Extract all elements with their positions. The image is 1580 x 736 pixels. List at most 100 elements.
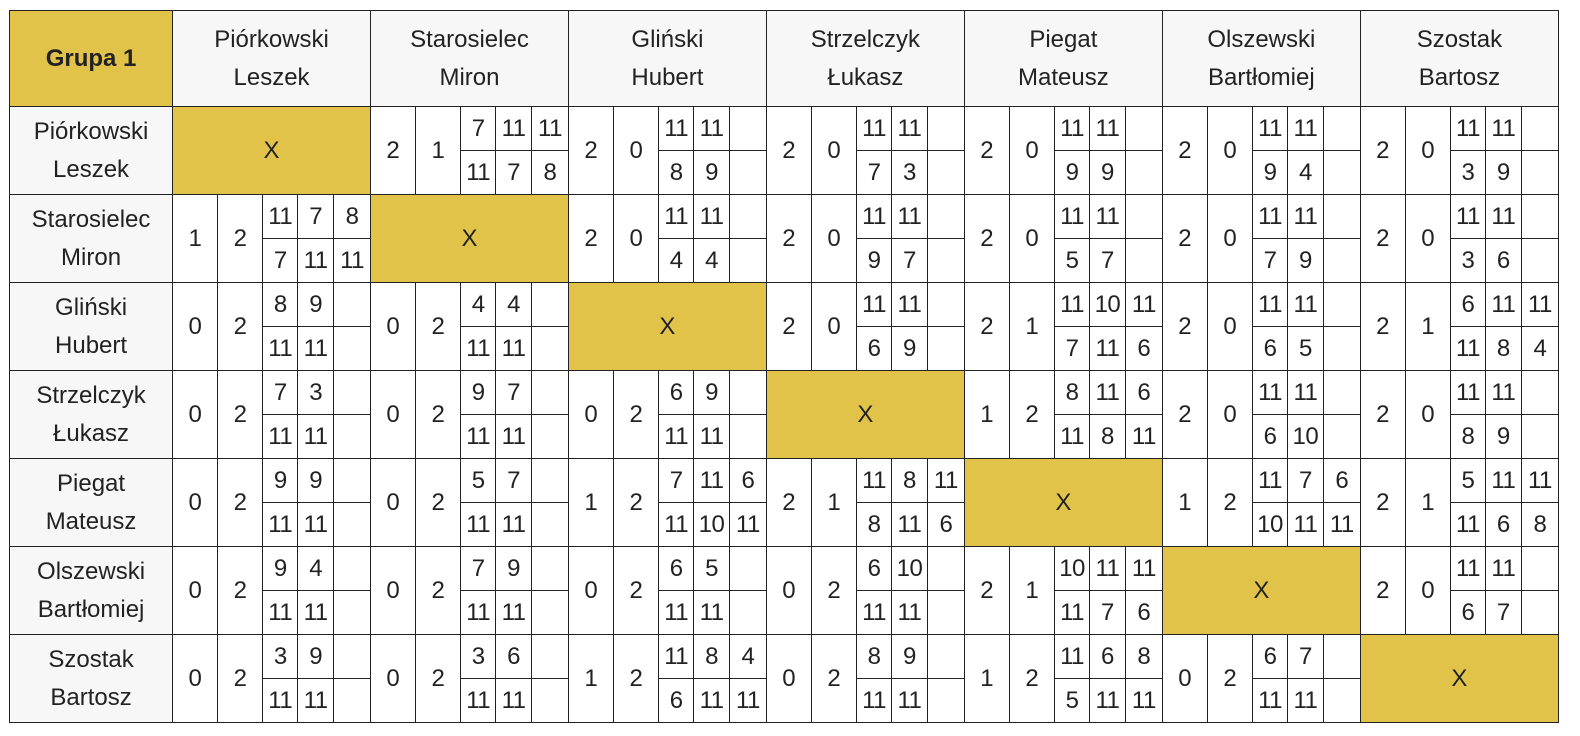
- match-sets-won: 2: [567, 106, 615, 195]
- set-score-opponent: [333, 502, 371, 547]
- match-sets-won: 2: [1359, 194, 1406, 283]
- match-sets-won: 2: [963, 194, 1010, 283]
- match-sets-lost: 0: [1404, 546, 1452, 635]
- set-score-opponent: 9: [1054, 150, 1090, 195]
- match-sets-lost: 2: [415, 458, 462, 547]
- set-score-own: 11: [1286, 106, 1324, 151]
- match-sets-lost: 0: [811, 282, 858, 371]
- player-given-name: Bartosz: [50, 683, 132, 711]
- set-score-own: 11: [1252, 370, 1288, 415]
- set-score-opponent: 6: [1252, 326, 1288, 371]
- match-sets-lost: 0: [1206, 106, 1254, 195]
- match-sets-won: 2: [1359, 370, 1406, 459]
- set-score-opponent: 9: [1286, 238, 1324, 283]
- match-sets-lost: 2: [415, 282, 462, 371]
- set-score-own: [728, 370, 767, 415]
- row-header-player: Piórkowski Leszek: [8, 106, 174, 195]
- match-sets-lost: 2: [613, 458, 660, 547]
- set-score-opponent: 8: [1484, 326, 1522, 371]
- set-score-own: [531, 282, 569, 327]
- player-given-name: Bartłomiej: [37, 595, 145, 623]
- set-score-opponent: 11: [333, 238, 371, 283]
- set-score-opponent: [1520, 150, 1560, 195]
- player-surname: Piegat: [1029, 25, 1098, 53]
- set-score-own: [1520, 546, 1560, 591]
- match-sets-lost: 2: [217, 282, 264, 371]
- set-score-own: 8: [693, 634, 730, 679]
- player-surname: Piórkowski: [33, 117, 149, 145]
- match-sets-lost: 2: [1206, 634, 1254, 723]
- set-score-own: 10: [1054, 546, 1090, 591]
- set-score-opponent: [926, 678, 965, 723]
- set-score-opponent: 8: [856, 502, 892, 547]
- set-score-own: 8: [856, 634, 892, 679]
- set-score-opponent: 11: [262, 678, 299, 723]
- match-sets-lost: 2: [415, 546, 462, 635]
- set-score-own: 9: [693, 370, 730, 415]
- set-score-own: 7: [460, 546, 497, 591]
- set-score-own: 7: [460, 106, 497, 151]
- set-score-own: 5: [1450, 458, 1486, 503]
- set-score-opponent: 11: [262, 326, 299, 371]
- set-score-own: 11: [658, 106, 695, 151]
- match-sets-won: 0: [369, 634, 417, 723]
- match-sets-lost: 0: [613, 194, 660, 283]
- set-score-opponent: 11: [460, 414, 497, 459]
- set-score-own: [333, 634, 371, 679]
- match-sets-lost: 2: [613, 546, 660, 635]
- match-sets-lost: 2: [1008, 370, 1056, 459]
- player-surname: Strzelczyk: [36, 381, 146, 409]
- set-score-opponent: 11: [728, 502, 767, 547]
- diagonal-cell: X: [1359, 634, 1560, 723]
- player-given-name: Bartosz: [1418, 63, 1501, 91]
- set-score-opponent: [1124, 238, 1163, 283]
- match-sets-won: 1: [172, 194, 219, 283]
- set-score-own: 9: [297, 282, 335, 327]
- set-score-opponent: [333, 590, 371, 635]
- player-surname: Piegat: [57, 469, 126, 497]
- set-score-own: [728, 194, 767, 239]
- match-sets-won: 2: [1359, 458, 1406, 547]
- set-score-opponent: 4: [1286, 150, 1324, 195]
- set-score-opponent: [1520, 590, 1560, 635]
- match-sets-won: 2: [1359, 282, 1406, 371]
- set-score-opponent: 6: [1252, 414, 1288, 459]
- set-score-opponent: 11: [891, 502, 928, 547]
- set-score-opponent: 11: [460, 326, 497, 371]
- set-score-own: 11: [1286, 194, 1324, 239]
- table-row-lower: 11 7 8 8 9 7 3 9 9 9 4 3 9: [10, 150, 1560, 195]
- set-score-opponent: 5: [1286, 326, 1324, 371]
- set-score-own: 11: [1286, 282, 1324, 327]
- set-score-opponent: 4: [1520, 326, 1560, 371]
- set-score-own: [531, 546, 569, 591]
- set-score-own: 11: [1520, 282, 1560, 327]
- set-score-opponent: [1520, 238, 1560, 283]
- set-score-own: 6: [1124, 370, 1163, 415]
- set-score-opponent: 7: [856, 150, 892, 195]
- match-sets-won: 2: [963, 546, 1010, 635]
- set-score-opponent: 9: [1484, 414, 1522, 459]
- table-row-lower: 11 11 11 11 6 11 11 11 11 5 11 11 11 11: [10, 678, 1559, 723]
- set-score-opponent: 11: [1054, 590, 1090, 635]
- set-score-opponent: 7: [1252, 238, 1288, 283]
- match-sets-won: 0: [567, 546, 615, 635]
- set-score-own: 11: [1484, 282, 1522, 327]
- set-score-opponent: 7: [1088, 590, 1126, 635]
- set-score-opponent: 10: [693, 502, 730, 547]
- match-sets-lost: 0: [1008, 194, 1056, 283]
- set-score-own: 11: [1252, 458, 1288, 503]
- set-score-opponent: 11: [1124, 414, 1163, 459]
- set-score-opponent: 11: [1286, 678, 1324, 723]
- set-score-opponent: 9: [1252, 150, 1288, 195]
- set-score-own: 11: [693, 458, 730, 503]
- set-score-opponent: 6: [1484, 502, 1522, 547]
- player-surname: Gliński: [55, 293, 128, 321]
- set-score-opponent: [531, 414, 569, 459]
- set-score-opponent: 11: [658, 414, 695, 459]
- set-score-own: 6: [856, 546, 892, 591]
- row-header-player: Piegat Mateusz: [8, 458, 174, 547]
- match-sets-lost: 2: [811, 634, 858, 723]
- match-sets-won: 0: [172, 458, 219, 547]
- set-score-own: [926, 546, 965, 591]
- set-score-own: 4: [495, 282, 532, 327]
